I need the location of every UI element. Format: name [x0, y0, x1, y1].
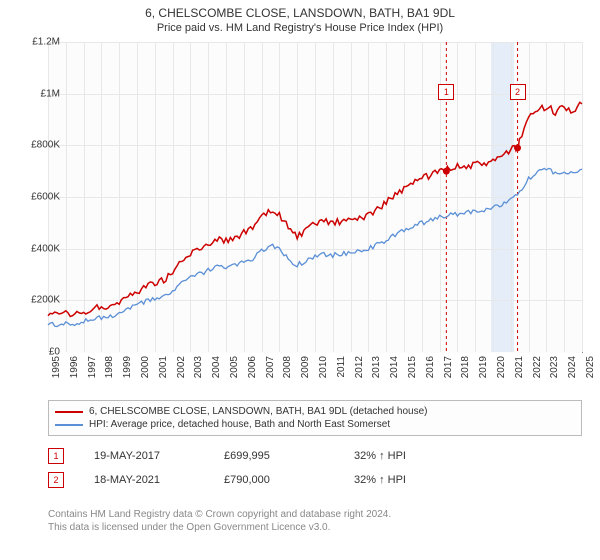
- y-tick-label: £200K: [20, 295, 60, 306]
- x-tick-label: 2019: [478, 356, 489, 378]
- footer-line-2: This data is licensed under the Open Gov…: [48, 521, 582, 534]
- legend-item: 6, CHELSCOMBE CLOSE, LANSDOWN, BATH, BA1…: [55, 405, 575, 418]
- x-tick-label: 2008: [282, 356, 293, 378]
- event-date: 18-MAY-2021: [94, 474, 194, 486]
- x-tick-label: 2020: [496, 356, 507, 378]
- event-price: £699,995: [224, 450, 324, 462]
- x-tick-label: 1995: [51, 356, 62, 378]
- x-tick-label: 2021: [514, 356, 525, 378]
- legend-label: 6, CHELSCOMBE CLOSE, LANSDOWN, BATH, BA1…: [89, 406, 427, 417]
- x-tick-label: 2010: [318, 356, 329, 378]
- x-tick-label: 2001: [158, 356, 169, 378]
- x-tick-label: 2002: [176, 356, 187, 378]
- event-marker-icon: 2: [48, 472, 64, 488]
- y-tick-label: £800K: [20, 140, 60, 151]
- chart-title: 6, CHELSCOMBE CLOSE, LANSDOWN, BATH, BA1…: [0, 0, 600, 20]
- x-tick-label: 2006: [247, 356, 258, 378]
- event-price: £790,000: [224, 474, 324, 486]
- x-tick-label: 2024: [567, 356, 578, 378]
- sale-events: 1 19-MAY-2017 £699,995 32% ↑ HPI 2 18-MAY-202…: [48, 444, 582, 492]
- x-tick-label: 2007: [265, 356, 276, 378]
- sale-point-marker: [443, 168, 450, 175]
- y-tick-label: £1.2M: [20, 37, 60, 48]
- event-pct: 32% ↑ HPI: [354, 474, 454, 486]
- sale-point-marker: [514, 144, 521, 151]
- event-marker-box: 2: [510, 84, 526, 100]
- x-tick-label: 2005: [229, 356, 240, 378]
- x-tick-label: 1997: [87, 356, 98, 378]
- x-tick-label: 2014: [389, 356, 400, 378]
- legend-item: HPI: Average price, detached house, Bath…: [55, 418, 575, 431]
- x-tick-label: 1998: [104, 356, 115, 378]
- chart-plot-area: 12: [48, 42, 582, 352]
- x-tick-label: 2017: [443, 356, 454, 378]
- x-tick-label: 2000: [140, 356, 151, 378]
- y-tick-label: £600K: [20, 192, 60, 203]
- event-marker-box: 1: [438, 84, 454, 100]
- chart-lines: [48, 42, 582, 352]
- x-tick-label: 2016: [425, 356, 436, 378]
- y-tick-label: £1M: [20, 88, 60, 99]
- legend-swatch: [55, 411, 83, 413]
- x-tick-label: 2023: [549, 356, 560, 378]
- legend: 6, CHELSCOMBE CLOSE, LANSDOWN, BATH, BA1…: [48, 400, 582, 436]
- x-tick-label: 2011: [336, 356, 347, 378]
- chart-subtitle: Price paid vs. HM Land Registry's House …: [0, 20, 600, 38]
- legend-swatch: [55, 424, 83, 426]
- event-row: 1 19-MAY-2017 £699,995 32% ↑ HPI: [48, 444, 582, 468]
- x-tick-label: 2022: [532, 356, 543, 378]
- gridline-vertical: [582, 42, 583, 352]
- x-tick-label: 2018: [460, 356, 471, 378]
- x-tick-label: 1999: [122, 356, 133, 378]
- series-line-hpi: [48, 168, 582, 326]
- event-row: 2 18-MAY-2021 £790,000 32% ↑ HPI: [48, 468, 582, 492]
- x-tick-label: 2003: [193, 356, 204, 378]
- x-tick-label: 2009: [300, 356, 311, 378]
- x-tick-label: 2015: [407, 356, 418, 378]
- footer-attribution: Contains HM Land Registry data © Crown c…: [48, 508, 582, 534]
- footer-line-1: Contains HM Land Registry data © Crown c…: [48, 508, 582, 521]
- x-tick-label: 2025: [585, 356, 596, 378]
- x-tick-label: 2013: [371, 356, 382, 378]
- event-marker-icon: 1: [48, 448, 64, 464]
- series-line-price_paid: [48, 102, 582, 316]
- x-tick-label: 2012: [354, 356, 365, 378]
- event-date: 19-MAY-2017: [94, 450, 194, 462]
- x-tick-label: 2004: [211, 356, 222, 378]
- x-tick-label: 1996: [69, 356, 80, 378]
- chart-container: 6, CHELSCOMBE CLOSE, LANSDOWN, BATH, BA1…: [0, 0, 600, 560]
- y-tick-label: £400K: [20, 243, 60, 254]
- event-pct: 32% ↑ HPI: [354, 450, 454, 462]
- legend-label: HPI: Average price, detached house, Bath…: [89, 419, 390, 430]
